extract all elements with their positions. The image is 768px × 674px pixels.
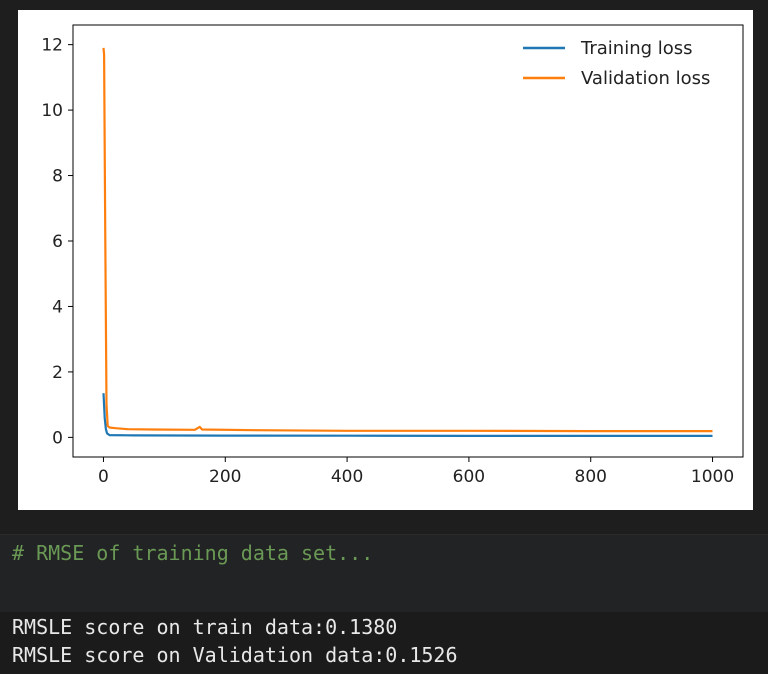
train-score-line: RMSLE score on train data:0.1380 xyxy=(12,615,398,639)
series-line-validation-loss xyxy=(102,47,713,433)
validation-score-line: RMSLE score on Validation data:0.1526 xyxy=(12,643,458,667)
x-tick-label: 400 xyxy=(331,467,363,487)
x-tick-label: 0 xyxy=(98,467,109,487)
cell-output-area: 0 200 400 600 800 1000 0 2 4 6 8 10 12 Training loss V… xyxy=(18,10,753,510)
loss-chart-svg: 0 200 400 600 800 1000 0 2 4 6 8 10 12 Training loss V… xyxy=(41,24,744,487)
x-tick-label: 1000 xyxy=(691,467,734,487)
y-tick-label: 10 xyxy=(41,101,63,121)
plot-frame xyxy=(72,24,744,458)
y-tick-label: 8 xyxy=(52,167,63,187)
legend-label: Validation loss xyxy=(581,68,710,89)
cell-text-output: RMSLE score on train data:0.1380 RMSLE s… xyxy=(0,612,768,674)
x-tick-label: 600 xyxy=(453,467,485,487)
loss-plot: 0 200 400 600 800 1000 0 2 4 6 8 10 12 Training loss V… xyxy=(18,10,753,510)
code-cell[interactable]: # RMSE of training data set... xyxy=(0,534,768,613)
x-tick-label: 800 xyxy=(575,467,607,487)
code-comment: # RMSE of training data set... xyxy=(12,541,374,565)
y-tick-label: 6 xyxy=(52,232,63,252)
y-tick-label: 0 xyxy=(52,428,63,448)
legend-label: Training loss xyxy=(580,38,693,59)
y-tick-label: 4 xyxy=(52,297,63,317)
series-line-training-loss xyxy=(102,393,713,437)
y-tick-label: 2 xyxy=(52,363,63,383)
x-tick-label: 200 xyxy=(209,467,241,487)
y-tick-label: 12 xyxy=(41,36,63,56)
